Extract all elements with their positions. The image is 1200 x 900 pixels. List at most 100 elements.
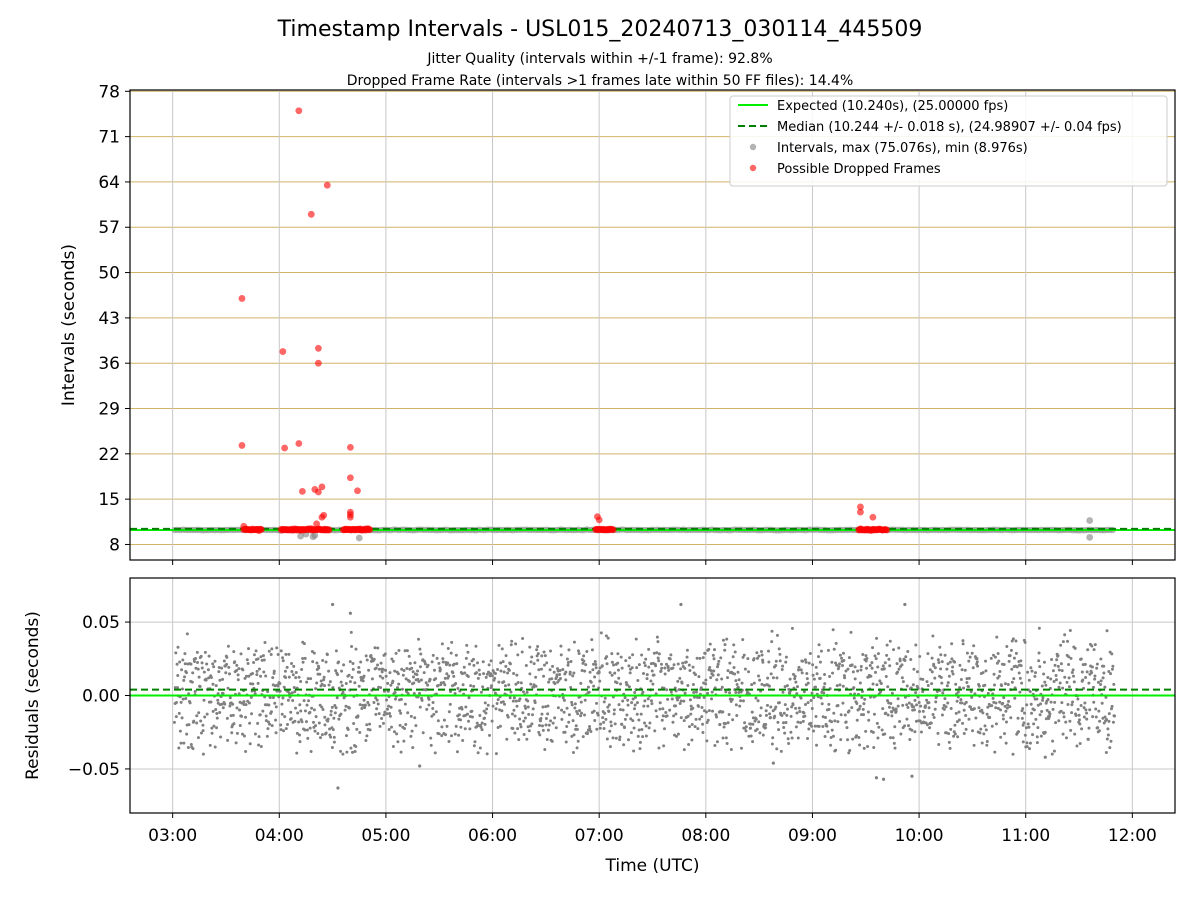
residual-point bbox=[826, 730, 830, 734]
residual-point bbox=[1014, 651, 1018, 655]
residual-point bbox=[943, 653, 947, 657]
residual-point bbox=[896, 670, 900, 674]
residual-point bbox=[926, 652, 930, 656]
residual-point bbox=[991, 653, 995, 657]
residual-point bbox=[1028, 741, 1032, 745]
residual-point bbox=[1069, 656, 1073, 660]
residual-point bbox=[177, 746, 181, 750]
residual-point bbox=[563, 730, 567, 734]
residual-point bbox=[646, 697, 650, 701]
residual-point bbox=[985, 743, 989, 747]
residual-point bbox=[472, 684, 476, 688]
residual-point bbox=[738, 704, 742, 708]
residual-point bbox=[227, 665, 231, 669]
residual-point bbox=[531, 707, 535, 711]
residual-point bbox=[185, 632, 189, 636]
intervals-y-tick-label-2: 22 bbox=[98, 445, 120, 465]
residual-point bbox=[662, 744, 666, 748]
residual-point bbox=[478, 673, 482, 677]
residual-point bbox=[801, 659, 805, 663]
residual-point bbox=[712, 669, 716, 673]
residual-point bbox=[477, 668, 481, 672]
residual-point bbox=[1095, 662, 1099, 666]
residual-point bbox=[637, 663, 641, 667]
residual-point bbox=[276, 652, 280, 656]
residual-point bbox=[1083, 662, 1087, 666]
residual-point bbox=[516, 653, 520, 657]
residual-point bbox=[774, 659, 778, 663]
residual-point bbox=[666, 666, 670, 670]
interval-outlier-6 bbox=[1086, 533, 1094, 541]
residual-point bbox=[1103, 685, 1107, 689]
residual-point bbox=[332, 735, 336, 739]
residual-point bbox=[408, 679, 412, 683]
residual-point bbox=[851, 670, 855, 674]
residual-point bbox=[559, 653, 563, 657]
residual-point bbox=[322, 675, 326, 679]
residual-point bbox=[248, 742, 252, 746]
residual-point bbox=[209, 676, 213, 680]
residual-point bbox=[1025, 703, 1029, 707]
residual-point bbox=[530, 722, 534, 726]
residual-point bbox=[617, 703, 621, 707]
residual-point bbox=[276, 684, 280, 688]
residual-point bbox=[1008, 654, 1012, 658]
residual-point bbox=[592, 662, 596, 666]
residual-point bbox=[176, 645, 180, 649]
residual-point bbox=[565, 725, 569, 729]
residual-point bbox=[411, 675, 415, 679]
residual-point bbox=[195, 650, 199, 654]
residual-point bbox=[735, 714, 739, 718]
residual-point bbox=[851, 737, 855, 741]
residual-point bbox=[579, 714, 583, 718]
residual-point bbox=[954, 682, 958, 686]
residual-point bbox=[575, 709, 579, 713]
residual-point bbox=[399, 750, 403, 754]
residual-point bbox=[827, 707, 831, 711]
residual-point bbox=[448, 663, 452, 667]
residual-point bbox=[580, 711, 584, 715]
x-tick-label-7: 10:00 bbox=[895, 826, 944, 846]
residual-point bbox=[880, 728, 884, 732]
residual-point bbox=[709, 669, 713, 673]
residual-point bbox=[964, 700, 968, 704]
residual-point bbox=[636, 678, 640, 682]
residual-point bbox=[384, 674, 388, 678]
residual-point bbox=[539, 667, 543, 671]
residual-point bbox=[846, 738, 850, 742]
residual-point bbox=[532, 685, 536, 689]
residual-point bbox=[269, 653, 273, 657]
residual-point bbox=[655, 715, 659, 719]
residual-point bbox=[631, 719, 635, 723]
residual-point bbox=[970, 651, 974, 655]
residual-point bbox=[551, 721, 555, 725]
residual-point bbox=[496, 698, 500, 702]
residual-point bbox=[1092, 700, 1096, 704]
residual-point bbox=[812, 677, 816, 681]
residual-point bbox=[466, 650, 470, 654]
residual-point bbox=[835, 663, 839, 667]
residual-point bbox=[680, 681, 684, 685]
residual-point bbox=[521, 636, 525, 640]
residual-point bbox=[652, 651, 656, 655]
residual-point bbox=[285, 722, 289, 726]
residual-point bbox=[823, 734, 827, 738]
residual-point bbox=[227, 672, 231, 676]
residual-point bbox=[491, 669, 495, 673]
residual-point bbox=[490, 674, 494, 678]
residual-point bbox=[242, 734, 246, 738]
residual-point bbox=[861, 707, 865, 711]
residual-point bbox=[1091, 685, 1095, 689]
residual-point bbox=[661, 714, 665, 718]
residual-point bbox=[921, 690, 925, 694]
residual-point bbox=[376, 646, 380, 650]
residual-point bbox=[876, 736, 880, 740]
residual-point bbox=[892, 708, 896, 712]
residual-point bbox=[802, 711, 806, 715]
residual-point bbox=[548, 668, 552, 672]
residual-point bbox=[529, 682, 533, 686]
residual-point bbox=[685, 655, 689, 659]
residual-point bbox=[481, 660, 485, 664]
residual-point bbox=[181, 658, 185, 662]
residual-point bbox=[553, 716, 557, 720]
